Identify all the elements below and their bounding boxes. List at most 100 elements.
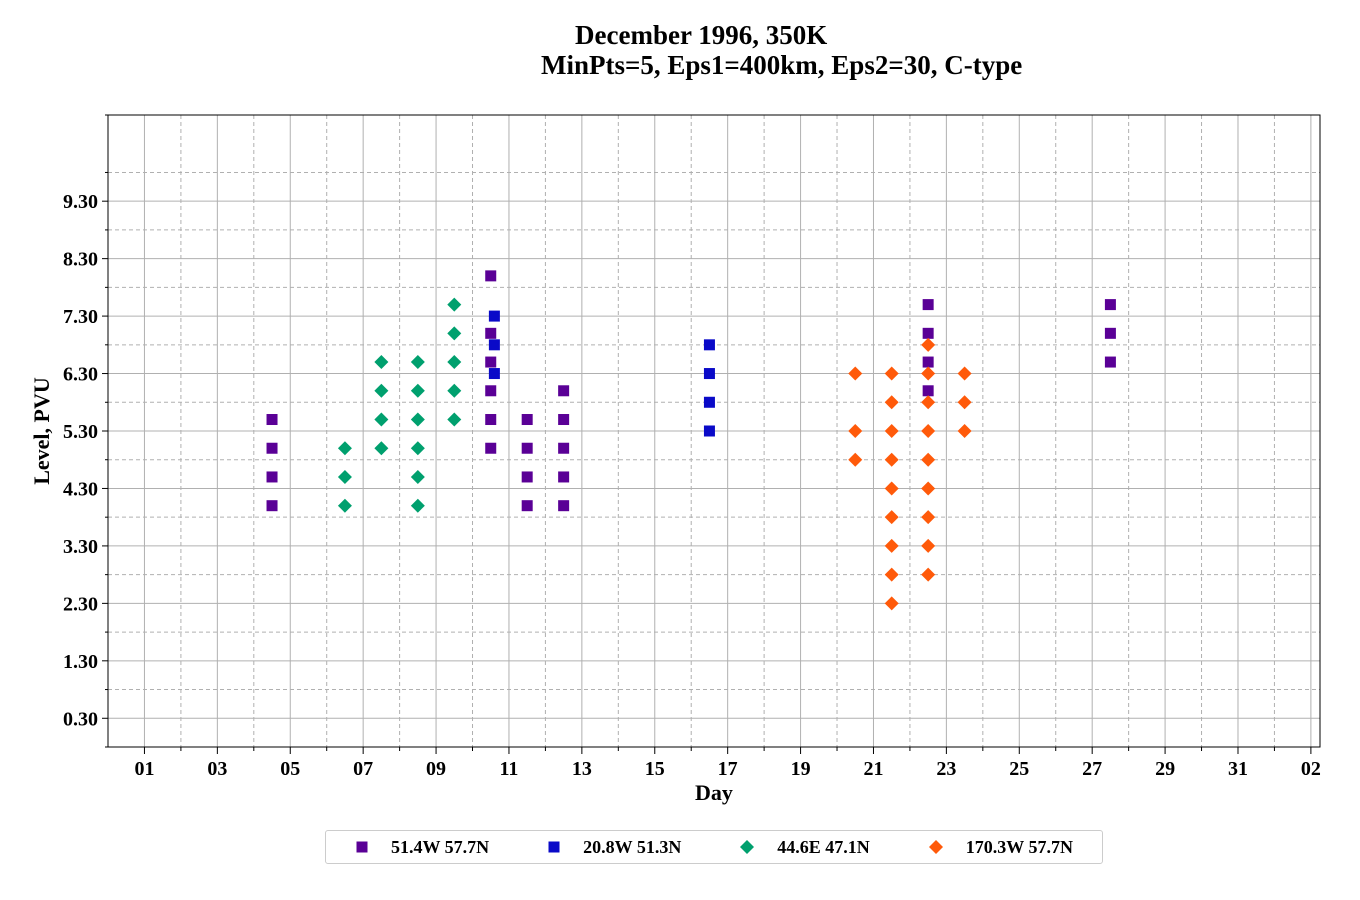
data-point-series-2 [703,368,715,380]
data-point-series-1 [485,327,497,339]
data-point-series-4 [921,452,936,467]
data-point-series-1 [521,471,533,483]
data-point-series-1 [1104,327,1116,339]
data-point-series-4 [921,510,936,525]
data-point-series-4 [921,481,936,496]
data-point-series-1 [485,414,497,426]
y-tick-label: 5.30 [63,421,98,443]
data-point-series-1 [521,442,533,454]
x-tick-label: 13 [572,758,592,780]
data-point-series-3 [447,412,462,427]
data-point-series-1 [266,414,278,426]
square-marker-icon [356,841,368,853]
data-point-series-1 [521,500,533,512]
legend-label: 20.8W 51.3N [583,836,682,857]
x-tick-label: 09 [426,758,446,780]
y-tick-label: 9.30 [63,191,98,213]
data-point-series-4 [921,538,936,553]
data-point-series-3 [374,412,389,427]
data-point-series-3 [410,355,425,370]
diamond-marker-icon [928,840,943,854]
y-tick-label: 0.30 [63,708,98,730]
data-point-series-3 [337,469,352,484]
data-point-series-1 [558,500,570,512]
data-point-series-1 [922,299,934,311]
data-point-series-4 [848,424,863,438]
axis-ticks: 01 03 05 07 09 11 13 15 17 19 21 23 25 27 29 31 02 0.30 1.… [63,114,1321,780]
x-tick-label: 02 [1301,758,1321,780]
x-tick-label: 05 [280,758,300,780]
data-point-series-1 [922,356,934,368]
data-point-series-4 [884,510,899,525]
data-point-series-4 [848,366,863,381]
data-point-series-1 [558,442,570,454]
x-tick-label: 15 [645,758,665,780]
x-tick-label: 11 [500,758,519,780]
data-point-series-3 [374,441,389,456]
data-point-series-1 [1104,299,1116,311]
data-point-series-1 [485,385,497,397]
data-point-series-1 [558,414,570,426]
data-points [266,270,1116,611]
data-point-series-2 [488,310,500,322]
legend-item-series-2: 20.8W 51.3N [547,837,681,858]
legend-label: 51.4W 57.7N [390,836,490,857]
y-tick-label: 4.30 [63,478,98,500]
data-point-series-3 [410,412,425,427]
data-point-series-1 [922,385,934,397]
data-point-series-4 [884,366,899,381]
data-point-series-4 [884,395,899,410]
data-point-series-1 [922,327,934,339]
data-point-series-4 [884,452,899,467]
square-marker-icon [548,841,560,853]
data-point-series-4 [921,567,936,582]
x-tick-label: 31 [1228,758,1248,780]
x-axis-label: Day [695,780,733,805]
data-point-series-3 [410,498,425,513]
chart-title: December 1996, 350K [575,20,828,50]
data-point-series-4 [921,337,936,352]
data-point-series-4 [957,395,972,410]
x-tick-label: 27 [1082,758,1102,780]
y-tick-label: 7.30 [63,306,98,328]
data-point-series-3 [447,355,462,370]
x-tick-label: 23 [936,758,956,780]
data-point-series-4 [921,424,936,438]
plot-area [107,114,1321,748]
data-point-series-1 [266,442,278,454]
data-point-series-1 [485,442,497,454]
data-point-series-1 [1104,356,1116,368]
data-point-series-1 [485,270,497,282]
data-point-series-3 [410,469,425,484]
data-point-series-4 [884,481,899,496]
data-point-series-3 [447,383,462,398]
data-point-series-3 [447,326,462,341]
data-point-series-3 [374,383,389,398]
legend-label: 44.6E 47.1N [777,836,870,857]
data-point-series-1 [558,471,570,483]
data-point-series-1 [266,471,278,483]
data-point-series-4 [884,567,899,582]
data-point-series-2 [488,368,500,380]
data-point-series-4 [921,366,936,381]
legend-label: 170.3W 57.7N [965,836,1073,857]
legend-item-series-4: 170.3W 57.7N [928,837,1073,858]
legend-item-series-3: 44.6E 47.1N [739,837,870,858]
data-point-series-3 [410,383,425,398]
data-point-series-4 [884,596,899,611]
chart-subtitle: MinPts=5, Eps1=400km, Eps2=30, C-type [541,50,1023,80]
y-tick-label: 8.30 [63,249,98,271]
y-axis-label: Level, PVU [29,377,54,485]
y-tick-label: 3.30 [63,536,98,558]
data-point-series-1 [558,385,570,397]
data-point-series-4 [957,424,972,438]
legend-item-series-1: 51.4W 57.7N [355,837,489,858]
data-point-series-3 [337,441,352,456]
data-point-series-4 [884,424,899,438]
y-tick-label: 1.30 [63,651,98,673]
data-point-series-2 [703,396,715,408]
grid [108,114,1320,748]
data-point-series-3 [410,441,425,456]
x-tick-label: 17 [718,758,738,780]
